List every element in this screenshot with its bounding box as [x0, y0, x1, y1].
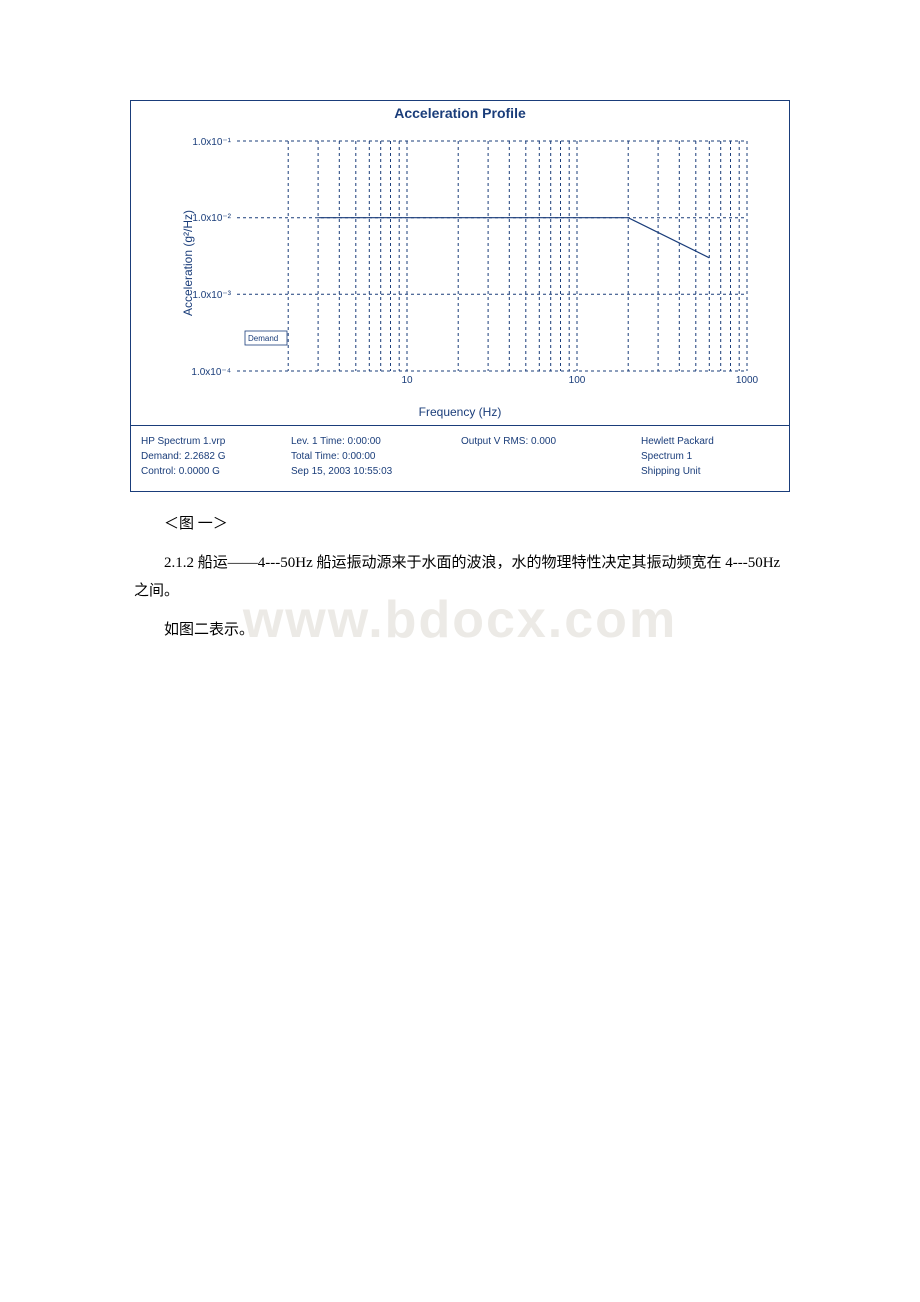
meta-row-1: HP Spectrum 1.vrp Lev. 1 Time: 0:00:00 O…	[141, 436, 779, 447]
meta-r2c1: Demand: 2.2682 G	[141, 451, 291, 462]
meta-r1c2: Lev. 1 Time: 0:00:00	[291, 436, 461, 447]
ytick-2: 1.0x10⁻³	[192, 290, 231, 301]
paragraph-2-1-2: 2.1.2 船运——4---50Hz 船运振动源来于水面的波浪，水的物理特性决定…	[134, 549, 786, 606]
plot-area: Acceleration (g²/Hz)	[131, 123, 789, 403]
xtick-0: 10	[401, 375, 413, 386]
x-axis-label: Frequency (Hz)	[131, 403, 789, 425]
meta-r3c2: Sep 15, 2003 10:55:03	[291, 466, 461, 477]
legend-label: Demand	[248, 334, 278, 343]
meta-r3c1: Control: 0.0000 G	[141, 466, 291, 477]
meta-r1c3: Output V RMS: 0.000	[461, 436, 641, 447]
meta-r2c2: Total Time: 0:00:00	[291, 451, 461, 462]
demand-series-line	[318, 218, 709, 258]
meta-r3c4: Shipping Unit	[641, 466, 779, 477]
ytick-1: 1.0x10⁻²	[192, 213, 231, 224]
figure-caption: ＜图 一＞	[134, 510, 786, 539]
chart-svg: Demand 1.0x10⁻¹ 1.0x10⁻² 1.0x10⁻³ 1.0x10…	[187, 131, 767, 391]
meta-row-3: Control: 0.0000 G Sep 15, 2003 10:55:03 …	[141, 466, 779, 477]
meta-r2c3	[461, 451, 641, 462]
chart-container: Acceleration Profile Acceleration (g²/Hz…	[130, 100, 790, 492]
y-axis-label: Acceleration (g²/Hz)	[181, 210, 195, 316]
ytick-3: 1.0x10⁻⁴	[191, 367, 231, 378]
meta-r2c4: Spectrum 1	[641, 451, 779, 462]
xtick-2: 1000	[736, 375, 759, 386]
paragraph-fig2-ref: 如图二表示。	[134, 616, 786, 645]
meta-r1c4: Hewlett Packard	[641, 436, 779, 447]
xtick-1: 100	[569, 375, 586, 386]
chart-title: Acceleration Profile	[131, 101, 789, 123]
meta-r3c3	[461, 466, 641, 477]
meta-r1c1: HP Spectrum 1.vrp	[141, 436, 291, 447]
chart-metadata: HP Spectrum 1.vrp Lev. 1 Time: 0:00:00 O…	[131, 425, 789, 491]
meta-row-2: Demand: 2.2682 G Total Time: 0:00:00 Spe…	[141, 451, 779, 462]
ytick-0: 1.0x10⁻¹	[192, 137, 231, 148]
